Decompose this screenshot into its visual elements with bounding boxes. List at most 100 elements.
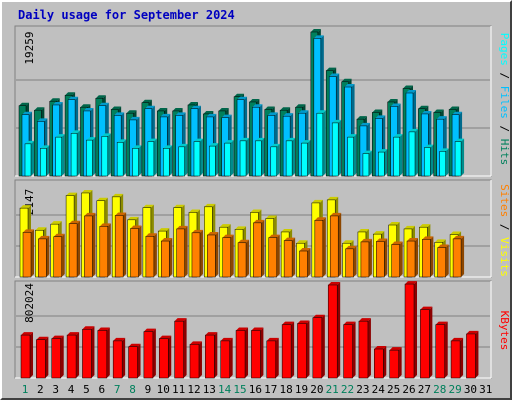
legend-files: Files	[498, 86, 511, 119]
day-label: 10	[157, 383, 170, 396]
day-label: 29	[448, 383, 461, 396]
kbytes-bar	[158, 335, 172, 379]
sites-bar	[130, 225, 142, 278]
sites-bar	[53, 233, 65, 278]
sites-bar	[191, 229, 203, 278]
sites-bar	[422, 236, 434, 278]
sites-bar	[237, 239, 250, 278]
kbytes-bar	[128, 343, 141, 379]
legend-kbytes: KBytes	[498, 311, 511, 351]
sites-bar	[253, 219, 265, 278]
sites-bar	[84, 212, 96, 278]
pages-bar	[255, 137, 265, 177]
sites-bar	[176, 225, 188, 278]
kbytes-bar	[97, 327, 110, 379]
day-label: 31	[479, 383, 492, 396]
day-label: 16	[249, 383, 262, 396]
day-label: 11	[172, 383, 185, 396]
pages-bar	[101, 133, 111, 177]
day-label: 26	[402, 383, 415, 396]
day-label: 18	[279, 383, 292, 396]
pages-bar	[132, 145, 142, 177]
day-label: 19	[295, 383, 308, 396]
pages-bar	[285, 137, 296, 177]
sites-bar	[406, 238, 418, 278]
legend-sites: Sites	[498, 184, 511, 217]
kbytes-bar	[435, 321, 448, 379]
sites-bar	[329, 212, 342, 278]
sites-bar	[38, 235, 50, 278]
kbytes-bar	[20, 332, 33, 379]
pages-bar	[454, 138, 465, 177]
day-label: 2	[37, 383, 44, 396]
pages-bar	[40, 145, 50, 177]
pages-bar	[301, 140, 311, 177]
kbytes-bar	[220, 337, 233, 379]
day-label: 28	[433, 383, 446, 396]
pages-bar	[193, 138, 203, 177]
pages-bar	[55, 134, 65, 177]
day-label: 17	[264, 383, 277, 396]
sites-bar	[160, 238, 173, 278]
day-label: 24	[372, 383, 386, 396]
day-label: 20	[310, 383, 323, 396]
day-label: 27	[418, 383, 431, 396]
day-label: 1	[22, 383, 29, 396]
kbytes-bar	[66, 332, 80, 379]
sites-bar	[145, 233, 157, 278]
day-label: 22	[341, 383, 354, 396]
legend-hits: Hits	[498, 139, 511, 166]
pages-bar	[224, 140, 234, 177]
kbytes-bar	[404, 281, 417, 379]
pages-bar	[424, 144, 434, 177]
kbytes-bar	[420, 306, 433, 379]
sites-bar	[207, 231, 219, 278]
chart-title: Daily usage for September 2024	[18, 8, 235, 22]
kbytes-bar	[82, 326, 95, 379]
day-label: 14	[218, 383, 232, 396]
day-label: 3	[52, 383, 59, 396]
kbytes-bar	[266, 337, 279, 379]
legend-label: KBytes	[498, 311, 511, 351]
pages-bar	[86, 137, 96, 177]
day-label: 15	[233, 383, 246, 396]
legend--/-: /	[498, 119, 511, 139]
sites-bar	[452, 235, 465, 278]
sites-bar	[345, 245, 357, 278]
kbytes-bar	[235, 327, 249, 379]
kbytes-bar	[327, 282, 341, 379]
day-label: 6	[98, 383, 105, 396]
day-label: 12	[187, 383, 200, 396]
pages-bar	[331, 119, 342, 177]
day-label: 21	[326, 383, 339, 396]
kbytes-bar	[112, 337, 126, 379]
kbytes-bar	[450, 337, 464, 379]
pages-bar	[24, 140, 34, 177]
max-value-label: 802024	[23, 283, 36, 323]
kbytes-bar	[51, 335, 64, 379]
sites-bar	[268, 234, 280, 278]
kbytes-bar	[174, 318, 187, 379]
sites-bar	[22, 229, 34, 278]
day-label: 23	[356, 383, 369, 396]
kbytes-bar	[189, 341, 202, 379]
day-label: 7	[114, 383, 121, 396]
pages-bar	[393, 134, 403, 177]
legend-label: Pages / Files / Hits	[498, 33, 511, 166]
pages-bar	[147, 138, 157, 177]
pages-bar	[178, 143, 188, 177]
kbytes-bar	[312, 314, 325, 379]
sites-bar	[68, 220, 81, 278]
legend-pages: Pages	[498, 33, 511, 66]
day-label: 25	[387, 383, 400, 396]
sites-bar	[437, 244, 449, 278]
kbytes-bar	[343, 321, 356, 379]
kbytes-bar	[281, 321, 295, 379]
kbytes-bar	[374, 346, 387, 379]
sites-bar	[222, 234, 234, 278]
sites-bar	[99, 223, 111, 278]
legend--/-: /	[498, 66, 511, 86]
sites-bar	[314, 217, 326, 278]
pages-bar	[70, 130, 81, 177]
pages-bar	[162, 145, 173, 177]
